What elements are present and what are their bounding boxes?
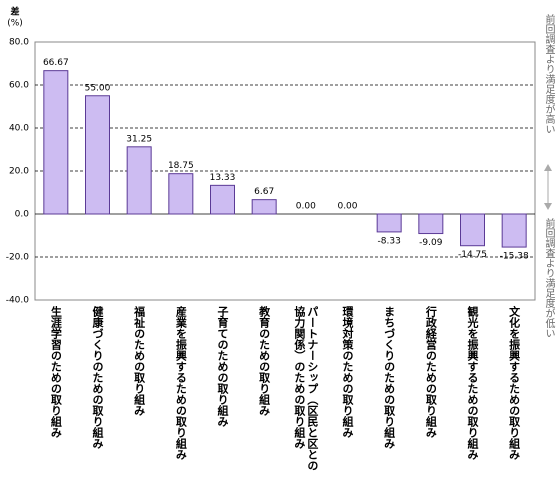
bar <box>126 146 152 215</box>
y-tick-label: 20.0 <box>9 167 29 177</box>
x-tick-label: パートナーシップ（区民と区との協力関係）のための取り組み <box>292 306 319 471</box>
bar <box>418 213 444 235</box>
y-tick-label: 0.0 <box>15 210 30 220</box>
bar <box>501 213 527 248</box>
x-tick-label: 観光を振興するための取り組み <box>466 306 479 460</box>
x-tick-label: 生涯学習のための取り組み <box>49 306 63 438</box>
value-label: -14.75 <box>458 250 487 260</box>
value-label: -15.38 <box>500 252 529 262</box>
x-tick-label: 環境対策のための取り組み <box>341 306 354 438</box>
x-tick-label: 健康づくりのための取り組み <box>91 306 104 449</box>
annotation-bottom: 前回調査より満足度が低い <box>543 218 554 338</box>
y-unit: (%) <box>7 19 23 29</box>
x-tick-label: 文化を振興するための取り組み <box>507 306 521 460</box>
bar <box>251 199 277 215</box>
arrow-down <box>544 203 552 210</box>
y-tick-label: 40.0 <box>9 124 29 134</box>
value-label: 66.67 <box>43 58 69 68</box>
value-label: -9.09 <box>419 238 443 248</box>
bar <box>168 173 194 215</box>
value-label: 31.25 <box>126 134 152 144</box>
arrow-up <box>544 164 552 171</box>
y-tick-label: 80.0 <box>9 38 29 48</box>
bar <box>85 95 110 215</box>
y-tick-label: 60.0 <box>9 81 29 91</box>
value-label: 18.75 <box>168 161 194 171</box>
value-label: 6.67 <box>254 187 274 197</box>
y-tick-label: -40.0 <box>6 296 30 306</box>
bar <box>210 184 235 215</box>
value-label: 0.00 <box>337 202 357 212</box>
value-label: 55.00 <box>85 83 111 93</box>
value-label: -8.33 <box>378 236 401 246</box>
y-label: 差 <box>10 6 19 18</box>
x-tick-label: まちづくりのための取り組み <box>382 306 396 449</box>
bar <box>460 213 485 247</box>
bar <box>376 213 402 233</box>
x-tick-label: 行政経営のための取り組み <box>424 306 438 438</box>
value-label: 13.33 <box>210 173 236 183</box>
annotation-top: 前回調査より満足度が高い <box>543 14 554 134</box>
x-tick-label: 産業を振興するための取り組み <box>174 306 188 460</box>
x-tick-label: 福祉のための取り組み <box>132 306 146 416</box>
x-tick-label: 子育てのための取り組み <box>216 306 229 427</box>
value-label: 0.00 <box>296 202 316 212</box>
y-tick-label: -20.0 <box>6 253 30 263</box>
bar <box>43 70 69 215</box>
x-tick-label: 教育のための取り組み <box>257 306 271 416</box>
